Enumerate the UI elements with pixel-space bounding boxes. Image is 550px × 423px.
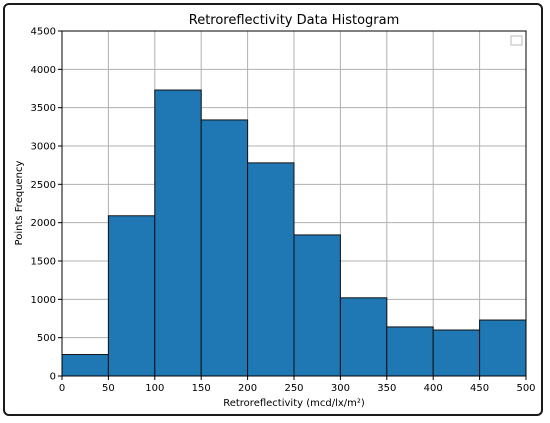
x-tick-label-0: 0 xyxy=(59,383,65,394)
x-tick-label-7: 350 xyxy=(377,383,396,394)
y-tick-label-7: 3500 xyxy=(31,103,56,114)
x-tick-label-8: 400 xyxy=(424,383,443,394)
histogram-bar-0 xyxy=(61,354,109,377)
histogram-bar-2 xyxy=(154,89,202,377)
y-tick-label-3: 1500 xyxy=(31,257,56,268)
x-tick-label-4: 200 xyxy=(238,383,257,394)
histogram-bar-4 xyxy=(247,162,295,377)
y-tick-label-4: 2000 xyxy=(31,218,56,229)
histogram-bar-5 xyxy=(293,234,341,377)
x-tick-label-1: 50 xyxy=(102,383,115,394)
x-tick-label-3: 150 xyxy=(192,383,211,394)
y-tick-label-0: 0 xyxy=(50,372,56,383)
chart-title: Retroreflectivity Data Histogram xyxy=(189,13,400,28)
y-tick-label-5: 2500 xyxy=(31,180,56,191)
histogram-bar-7 xyxy=(386,326,434,377)
x-tick-label-2: 100 xyxy=(145,383,164,394)
x-axis-label: Retroreflectivity (mcd/lx/m²) xyxy=(223,398,365,409)
x-axis-ticks: 0 50 100 150 200 250 300 350 400 450 500 xyxy=(59,376,536,394)
x-tick-label-6: 300 xyxy=(331,383,350,394)
y-tick-label-9: 4500 xyxy=(31,27,56,38)
y-axis-ticks: 0 500 1000 1500 2000 2500 3000 3500 4000 4500 xyxy=(31,27,62,383)
y-tick-label-2: 1000 xyxy=(31,295,56,306)
histogram-bar-9 xyxy=(479,319,527,377)
x-tick-label-5: 250 xyxy=(284,383,303,394)
y-axis-label: Points Frequency xyxy=(14,160,25,245)
x-tick-label-9: 450 xyxy=(470,383,489,394)
y-tick-label-1: 500 xyxy=(37,333,56,344)
histogram-bar-3 xyxy=(200,119,249,377)
histogram-bars xyxy=(61,89,527,377)
y-tick-label-8: 4000 xyxy=(31,65,56,76)
histogram-bar-8 xyxy=(432,329,481,377)
legend-box xyxy=(510,35,523,46)
histogram-bar-6 xyxy=(339,297,388,377)
y-tick-label-6: 3000 xyxy=(31,142,56,153)
histogram-bar-1 xyxy=(107,215,156,377)
x-tick-label-10: 500 xyxy=(516,383,535,394)
